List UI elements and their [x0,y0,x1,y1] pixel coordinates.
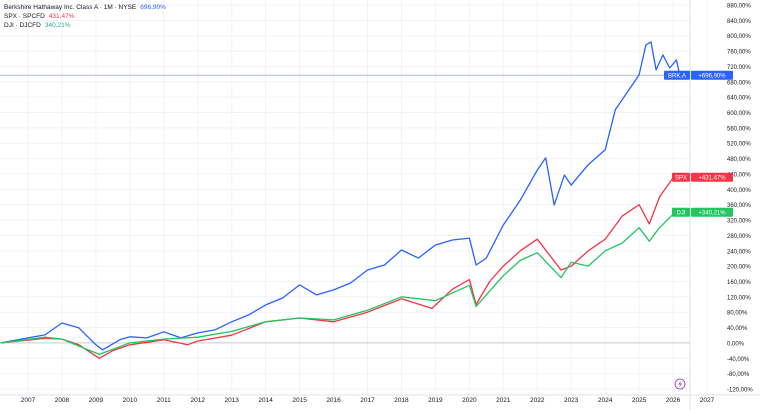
y-tick-label: 560,00% [727,126,751,132]
y-tick-label: 0,00% [727,341,745,347]
y-tick-label: 800,00% [727,34,751,40]
x-tick-label: 2027 [700,397,715,404]
x-tick-label: 2016 [326,397,341,404]
x-tick-label: 2008 [55,397,70,404]
badge-value: +340,21% [698,211,726,217]
y-tick-label: 600,00% [727,111,751,117]
y-tick-label: 880,00% [727,4,751,10]
y-tick-label: 760,00% [727,50,751,56]
y-tick-label: 40,00% [727,326,748,332]
badge-name: SPX [675,176,687,182]
badge-value: +431,47% [698,176,726,182]
x-tick-label: 2026 [666,397,681,404]
x-tick-label: 2025 [632,397,647,404]
lightning-icon-bolt [678,380,682,388]
y-tick-label: 120,00% [727,295,751,301]
x-tick-label: 2015 [292,397,307,404]
x-tick-label: 2023 [564,397,579,404]
y-tick-label: 720,00% [727,65,751,71]
x-tick-label: 2024 [598,397,613,404]
y-tick-label: 400,00% [727,188,751,194]
badge-name-bg [664,70,690,80]
badge-name-bg [672,172,690,182]
series-line-brk.a [0,41,681,351]
x-tick-label: 2009 [89,397,104,404]
badge-dji: DJI +340,21% [672,207,733,217]
y-tick-label: 240,00% [727,249,751,255]
badge-spx: SPX +431,47% [672,172,733,182]
x-tick-label: 2021 [496,397,511,404]
badge-name-bg [672,207,690,217]
badge-value-bg [691,207,733,217]
y-tick-label: 360,00% [727,203,751,209]
series-line-dji [0,211,680,356]
x-tick-label: 2017 [360,397,375,404]
legend: Berkshire Hathaway Inc. Class A · 1M · N… [4,3,166,30]
lightning-icon[interactable] [674,378,686,390]
x-tick-label: 2011 [157,397,171,404]
y-tick-label: 320,00% [727,219,751,225]
x-tick-label: 2022 [530,397,545,404]
y-tick-label: 280,00% [727,234,751,240]
badge-name: DJI [677,211,686,217]
x-tick-label: 2019 [428,397,443,404]
x-tick-label: 2012 [191,397,206,404]
x-tick-label: 2018 [394,397,409,404]
series-line-spx [0,176,680,359]
badge-value-bg [691,172,733,182]
y-tick-label: 480,00% [727,157,751,163]
y-tick-label: 200,00% [727,265,751,271]
x-tick-label: 2013 [224,397,239,404]
y-tick-label: -80,00% [727,372,750,378]
badge-value-bg [691,70,733,80]
y-tick-label: 680,00% [727,80,751,86]
badge-name: BRK.A [668,74,686,80]
x-tick-label: 2007 [21,397,36,404]
y-tick-label: 160,00% [727,280,751,286]
legend-item-dji[interactable]: DJI · DJCFD 340,21% [4,22,71,29]
badge-value: +696,90% [698,74,726,80]
y-tick-label: 520,00% [727,142,751,148]
y-tick-label: 640,00% [727,96,751,102]
legend-item-brk[interactable]: Berkshire Hathaway Inc. Class A · 1M · N… [4,4,166,11]
legend-item-spx[interactable]: SPX · SPCFD 431,47% [4,13,75,20]
x-tick-label: 2014 [258,397,273,404]
y-tick-label: 440,00% [727,172,751,178]
badge-brk.a: BRK.A +696,90% [664,70,733,80]
y-tick-label: 840,00% [727,19,751,25]
x-tick-label: 2010 [123,397,138,404]
y-tick-label: 80,00% [727,311,748,317]
y-tick-label: -40,00% [727,357,750,363]
x-tick-label: 2020 [462,397,477,404]
y-tick-label: -120,00% [727,388,753,394]
